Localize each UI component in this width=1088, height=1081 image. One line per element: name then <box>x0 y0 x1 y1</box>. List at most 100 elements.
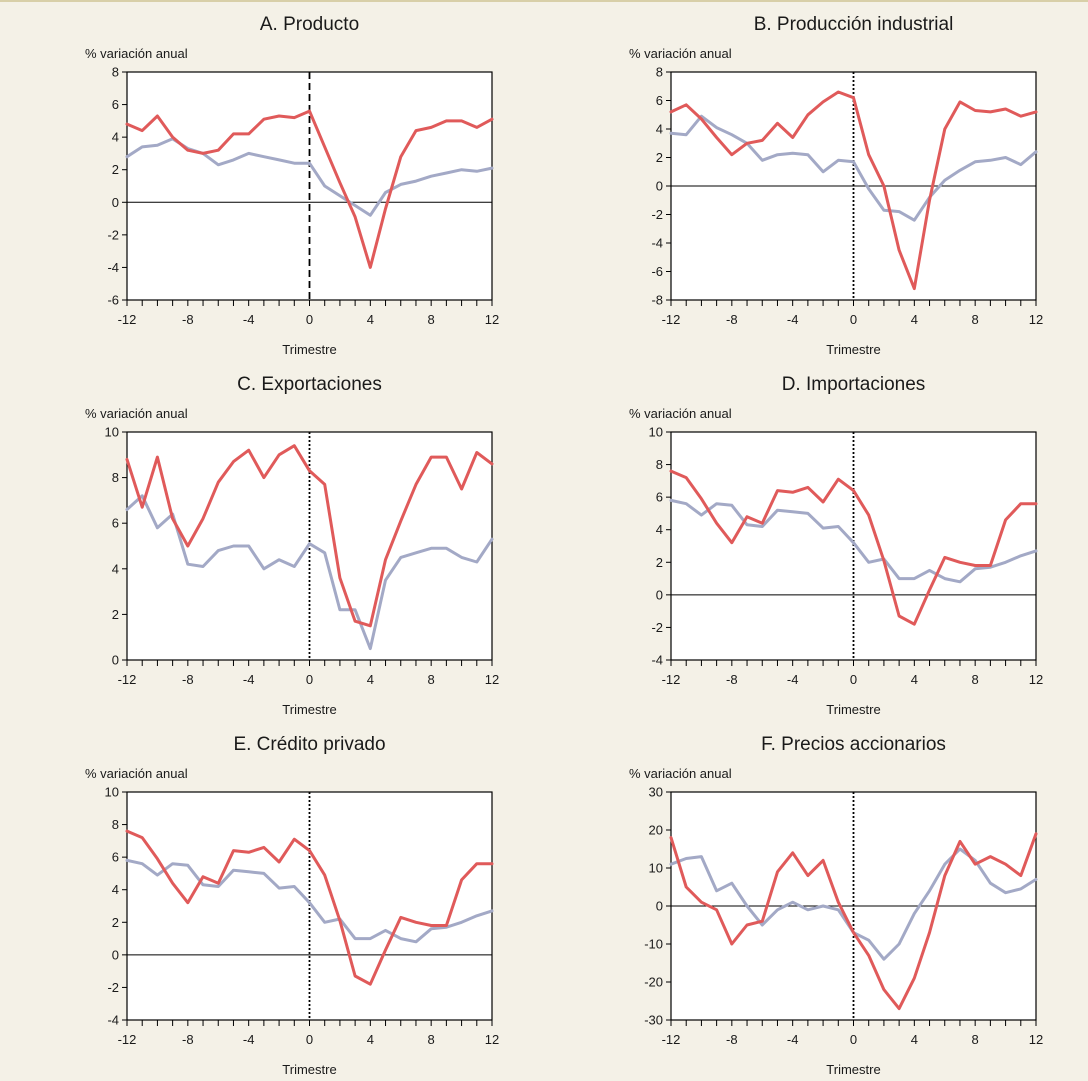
chart-b-xtick-label: 12 <box>1029 312 1043 327</box>
chart-a-xtick-label: 4 <box>367 312 374 327</box>
chart-b-xtick-label: -4 <box>787 312 799 327</box>
chart-f-xtick-label: 8 <box>972 1032 979 1047</box>
chart-a-xtick-label: -4 <box>243 312 255 327</box>
chart-a-xlabel: Trimestre <box>282 342 336 357</box>
chart-e-ytick-label: 10 <box>105 785 119 800</box>
chart-a-ytick-label: 8 <box>112 65 119 80</box>
chart-b-ytick-label: -4 <box>651 236 663 251</box>
chart-b-ylabel: % variación anual <box>629 46 732 61</box>
chart-f-ylabel: % variación anual <box>629 766 732 781</box>
chart-d-xlabel: Trimestre <box>826 702 880 717</box>
chart-a-ytick-label: -4 <box>107 260 119 275</box>
chart-c-svg: C. Exportaciones % variación anual Trimest… <box>85 374 499 717</box>
chart-c-ytick-label: 2 <box>112 607 119 622</box>
chart-a-xtick-label: 12 <box>485 312 499 327</box>
chart-f-xtick-label: -8 <box>726 1032 738 1047</box>
chart-d-ytick-label: 2 <box>656 555 663 570</box>
chart-e-xtick-label: -4 <box>243 1032 255 1047</box>
chart-c-series-gray <box>125 494 494 651</box>
chart-b-xtick-label: -12 <box>662 312 681 327</box>
chart-e-xlabel: Trimestre <box>282 1062 336 1077</box>
chart-a-svg: A. Producto % variación anual Trimestre -6 -… <box>85 14 499 357</box>
chart-a-ytick-label: 6 <box>112 97 119 112</box>
chart-f-ytick-label: -20 <box>644 975 663 990</box>
chart-f-xtick-label: 4 <box>911 1032 918 1047</box>
chart-e-ytick-label: 4 <box>112 882 119 897</box>
chart-b-ytick-label: 0 <box>656 179 663 194</box>
chart-f-xlabel: Trimestre <box>826 1062 880 1077</box>
chart-f-ytick-label: 10 <box>649 861 663 876</box>
chart-b-ytick-label: 2 <box>656 150 663 165</box>
chart-d-ytick-label: -4 <box>651 653 663 668</box>
chart-c-xtick-label: -4 <box>243 672 255 687</box>
chart-c-ylabel: % variación anual <box>85 406 188 421</box>
chart-f-ytick-label: 20 <box>649 823 663 838</box>
chart-e-xtick-label: 8 <box>428 1032 435 1047</box>
chart-d-xtick-label: 12 <box>1029 672 1043 687</box>
chart-e-title: E. Crédito privado <box>233 734 385 755</box>
chart-c-xtick-label: 12 <box>485 672 499 687</box>
chart-a-xtick-label: -8 <box>182 312 194 327</box>
chart-panel-a: A. Producto % variación anual Trimestre -6 -… <box>0 0 544 360</box>
chart-d-title: D. Importaciones <box>782 374 926 395</box>
chart-f-ytick-label: 0 <box>656 899 663 914</box>
chart-a-ylabel: % variación anual <box>85 46 188 61</box>
chart-a-title: A. Producto <box>260 14 359 35</box>
chart-a-ytick-label: -6 <box>107 293 119 308</box>
chart-e-ytick-label: -4 <box>107 1013 119 1028</box>
chart-b-series-gray <box>669 114 1038 222</box>
chart-e-ylabel: % variación anual <box>85 766 188 781</box>
chart-c-ytick-label: 6 <box>112 516 119 531</box>
chart-c-xtick-label: -8 <box>182 672 194 687</box>
chart-c-ytick-label: 4 <box>112 561 119 576</box>
chart-c-ytick-label: 10 <box>105 425 119 440</box>
chart-f-xtick-label: 12 <box>1029 1032 1043 1047</box>
chart-panel-e: E. Crédito privado % variación anual Trime… <box>0 720 544 1081</box>
chart-d-ytick-label: 8 <box>656 457 663 472</box>
chart-b-svg: B. Producción industrial % variación anua… <box>629 14 1043 357</box>
chart-d-ytick-label: 10 <box>649 425 663 440</box>
chart-b-ytick-label: 8 <box>656 65 663 80</box>
chart-d-xtick-label: 8 <box>972 672 979 687</box>
chart-e-series-gray <box>125 858 494 944</box>
chart-e-xtick-label: 4 <box>367 1032 374 1047</box>
chart-b-ytick-label: 6 <box>656 93 663 108</box>
chart-f-xtick-label: 0 <box>850 1032 857 1047</box>
chart-d-series-gray <box>669 498 1038 584</box>
chart-panel-d: D. Importaciones % variación anual Trimest… <box>544 360 1088 720</box>
chart-f-ytick-label: -10 <box>644 937 663 952</box>
chart-c-ytick-label: 0 <box>112 653 119 668</box>
chart-a-xtick-label: 0 <box>306 312 313 327</box>
chart-panel-f: F. Precios accionarios % variación anual T… <box>544 720 1088 1081</box>
chart-b-xlabel: Trimestre <box>826 342 880 357</box>
chart-c-xtick-label: 0 <box>306 672 313 687</box>
chart-e-xtick-label: 0 <box>306 1032 313 1047</box>
chart-a-ytick-label: -2 <box>107 227 119 242</box>
chart-panel-b: B. Producción industrial % variación anua… <box>544 0 1088 360</box>
chart-d-xtick-label: -4 <box>787 672 799 687</box>
chart-d-ytick-label: 6 <box>656 490 663 505</box>
chart-f-title: F. Precios accionarios <box>761 734 946 755</box>
chart-b-xtick-label: 4 <box>911 312 918 327</box>
chart-e-svg: E. Crédito privado % variación anual Trime… <box>85 734 499 1077</box>
chart-a-series-red <box>125 109 494 269</box>
chart-c-xtick-label: -12 <box>118 672 137 687</box>
chart-e-ytick-label: 0 <box>112 947 119 962</box>
chart-b-ytick-label: -8 <box>651 293 663 308</box>
chart-a-xtick-label: 8 <box>428 312 435 327</box>
chart-e-series-red <box>125 829 494 986</box>
chart-c-ytick-label: 8 <box>112 470 119 485</box>
chart-e-xtick-label: 12 <box>485 1032 499 1047</box>
chart-f-ytick-label: -30 <box>644 1013 663 1028</box>
chart-d-ytick-label: 4 <box>656 522 663 537</box>
chart-b-title: B. Producción industrial <box>754 14 954 35</box>
chart-b-series-red <box>669 90 1038 291</box>
chart-d-series-red <box>669 469 1038 626</box>
chart-f-series-red <box>669 832 1038 1011</box>
chart-c-series-red <box>125 444 494 628</box>
chart-d-xtick-label: -12 <box>662 672 681 687</box>
chart-c-xtick-label: 4 <box>367 672 374 687</box>
chart-e-ytick-label: -2 <box>107 980 119 995</box>
top-rule <box>0 0 1088 2</box>
chart-c-title: C. Exportaciones <box>237 374 382 395</box>
